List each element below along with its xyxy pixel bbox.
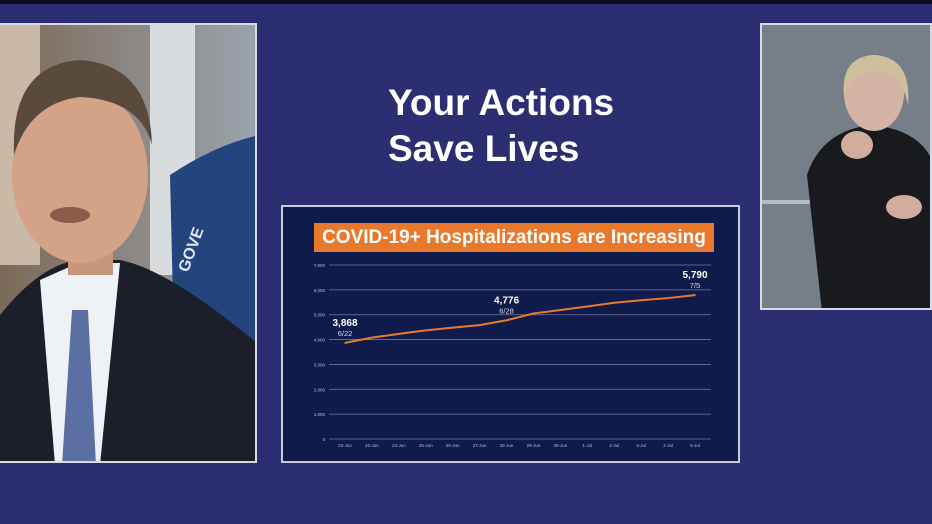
data-point bbox=[532, 312, 535, 315]
data-point bbox=[451, 326, 454, 329]
speaker-video-panel: GOVE bbox=[0, 23, 257, 463]
line-chart: 0 1,000 2,000 3,000 4,000 5,000 6,000 7,000 22-J… bbox=[314, 263, 711, 448]
data-point bbox=[586, 305, 589, 308]
data-label-value: 4,776 bbox=[494, 295, 519, 306]
interpreter-hand-left bbox=[841, 131, 873, 159]
x-tick-label: 29-Jun bbox=[527, 443, 541, 448]
x-tick-label: 1-Jul bbox=[582, 443, 592, 448]
data-point bbox=[694, 294, 696, 296]
x-tick-label: 23-Jun bbox=[365, 443, 379, 448]
chart-frame: COVID-19+ Hospitalizations are Increasin… bbox=[281, 205, 740, 463]
headline: Your Actions Save Lives bbox=[388, 80, 708, 172]
y-tick-label: 5,000 bbox=[314, 313, 326, 318]
data-point bbox=[424, 329, 427, 332]
data-point bbox=[613, 301, 616, 304]
headline-line-1: Your Actions bbox=[388, 82, 615, 123]
data-point bbox=[344, 342, 346, 344]
interpreter-video-panel bbox=[760, 23, 932, 310]
data-point bbox=[478, 324, 481, 326]
x-tick-label: 24-Jun bbox=[392, 443, 406, 448]
data-point bbox=[640, 299, 642, 302]
data-label-date: 7/5 bbox=[690, 281, 700, 290]
y-tick-label: 1,000 bbox=[314, 412, 326, 417]
y-tick-label: 7,000 bbox=[314, 263, 326, 268]
data-point bbox=[398, 333, 400, 335]
x-tick-label: 25-Jun bbox=[419, 443, 433, 448]
y-tick-label: 0 bbox=[322, 437, 325, 442]
x-tick-label: 30-Jun bbox=[554, 443, 568, 448]
y-tick-label: 2,000 bbox=[314, 387, 326, 392]
y-tick-label: 4,000 bbox=[314, 338, 326, 343]
x-tick-label: 27-Jun bbox=[473, 443, 487, 448]
data-point bbox=[667, 297, 669, 299]
x-tick-label: 26-Jun bbox=[446, 443, 460, 448]
interpreter-hair bbox=[843, 55, 909, 105]
speaker-video-image: GOVE bbox=[0, 25, 255, 461]
x-tick-label: 3-Jul bbox=[636, 443, 646, 448]
x-tick-label: 4-Jul bbox=[663, 443, 673, 448]
interpreter-hand-right bbox=[886, 195, 922, 219]
x-tick-label: 5-Jul bbox=[690, 443, 700, 448]
data-label-date: 6/28 bbox=[499, 306, 514, 315]
necktie bbox=[62, 310, 96, 461]
hair bbox=[13, 60, 153, 155]
face bbox=[12, 87, 148, 263]
interpreter-video-image bbox=[762, 25, 930, 308]
data-label-date: 6/22 bbox=[338, 329, 353, 338]
top-bar bbox=[0, 0, 932, 4]
y-tick-label: 6,000 bbox=[314, 288, 326, 293]
interpreter-shirt bbox=[807, 125, 930, 308]
y-tick-label: 3,000 bbox=[314, 362, 326, 367]
x-tick-label: 22-Jun bbox=[338, 443, 352, 448]
data-point bbox=[505, 319, 508, 322]
chart-title: COVID-19+ Hospitalizations are Increasin… bbox=[314, 223, 714, 252]
data-point bbox=[371, 336, 373, 339]
x-tick-label: 28-Jun bbox=[500, 443, 514, 448]
data-label-value: 3,868 bbox=[332, 318, 357, 329]
data-label-value: 5,790 bbox=[682, 270, 707, 281]
x-tick-label: 2-Jul bbox=[609, 443, 619, 448]
series-line bbox=[344, 294, 696, 344]
data-point bbox=[559, 309, 562, 311]
headline-line-2: Save Lives bbox=[388, 128, 580, 169]
